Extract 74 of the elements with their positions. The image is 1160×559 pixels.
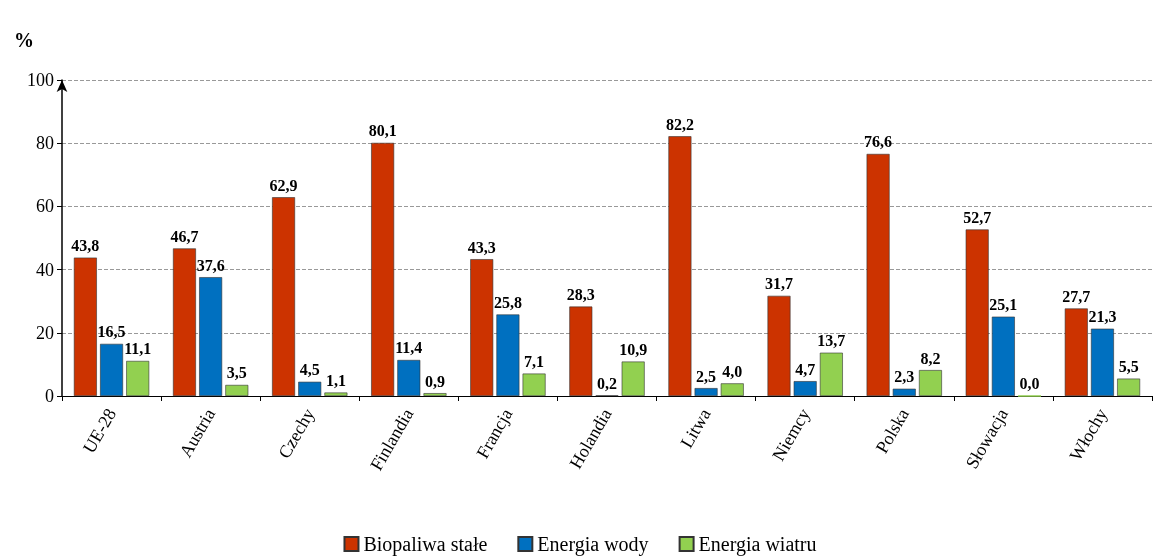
- bar: [272, 197, 296, 396]
- data-label: 0,2: [597, 374, 617, 392]
- y-tick-label: 100: [27, 70, 54, 90]
- bar: [470, 259, 494, 396]
- data-label: 0,0: [1019, 374, 1040, 392]
- bar: [496, 314, 520, 396]
- data-label: 4,5: [299, 361, 320, 379]
- data-label: 5,5: [1118, 358, 1139, 376]
- data-label: 11,4: [395, 339, 423, 357]
- data-label: 10,9: [619, 341, 648, 359]
- data-label: 16,5: [97, 323, 126, 341]
- y-tick-label: 20: [36, 322, 54, 343]
- data-label: 21,3: [1088, 308, 1117, 326]
- bar: [621, 361, 645, 396]
- data-label: 7,1: [524, 353, 545, 371]
- bar: [397, 359, 421, 396]
- bar: [569, 306, 593, 396]
- bar: [522, 373, 546, 396]
- data-label: 27,7: [1062, 287, 1091, 305]
- bar: [423, 393, 447, 396]
- data-label: 2,3: [894, 368, 915, 386]
- bar: [126, 360, 150, 396]
- data-label: 4,7: [795, 360, 816, 378]
- data-label: 0,9: [424, 372, 445, 390]
- bar: [1064, 308, 1088, 396]
- data-label: 52,7: [963, 208, 992, 226]
- bar: [199, 277, 223, 396]
- bar: [172, 248, 196, 396]
- y-axis-title: %: [14, 29, 34, 51]
- bar: [965, 229, 989, 396]
- data-label: 11,1: [124, 340, 152, 358]
- data-label: 80,1: [368, 122, 397, 140]
- data-label: 82,2: [665, 115, 694, 133]
- data-label: 28,3: [566, 286, 595, 304]
- bar: [892, 388, 916, 396]
- data-label: 2,5: [696, 367, 717, 385]
- bar: [918, 370, 942, 396]
- bar: [73, 257, 97, 396]
- bar: [1090, 328, 1114, 396]
- bar: [767, 295, 791, 396]
- bar: [866, 153, 890, 396]
- legend-label: Energia wody: [537, 533, 649, 556]
- data-label: 46,7: [170, 227, 199, 245]
- y-tick-label: 60: [36, 196, 54, 217]
- y-tick-label: 80: [36, 133, 54, 154]
- data-label: 37,6: [196, 256, 225, 274]
- data-label: 31,7: [765, 275, 794, 293]
- bar: [720, 383, 744, 396]
- data-label: 62,9: [269, 176, 298, 194]
- data-label: 43,3: [467, 238, 496, 256]
- y-tick-label: 40: [36, 259, 54, 280]
- y-tick-label: 0: [45, 386, 54, 406]
- legend-label: Biopaliwa stałe: [363, 533, 488, 556]
- bar: [371, 142, 395, 396]
- bar: [100, 343, 124, 396]
- bar: [819, 352, 843, 396]
- data-label: 8,2: [920, 349, 941, 367]
- bar: [668, 136, 692, 396]
- data-label: 13,7: [817, 332, 846, 350]
- data-label: 25,8: [493, 293, 522, 311]
- data-label: 76,6: [864, 133, 893, 151]
- bar: [1117, 378, 1141, 396]
- data-label: 1,1: [325, 372, 346, 390]
- data-label: 4,0: [722, 362, 743, 380]
- bar: [298, 381, 322, 396]
- legend-label: Energia wiatru: [698, 533, 817, 556]
- bar: [225, 384, 249, 396]
- bar: [324, 392, 348, 396]
- data-label: 3,5: [226, 364, 247, 382]
- data-label: 25,1: [989, 296, 1018, 314]
- bar: [991, 316, 1015, 396]
- bar: [793, 381, 817, 396]
- bar: [694, 388, 718, 396]
- data-label: 43,8: [71, 237, 100, 255]
